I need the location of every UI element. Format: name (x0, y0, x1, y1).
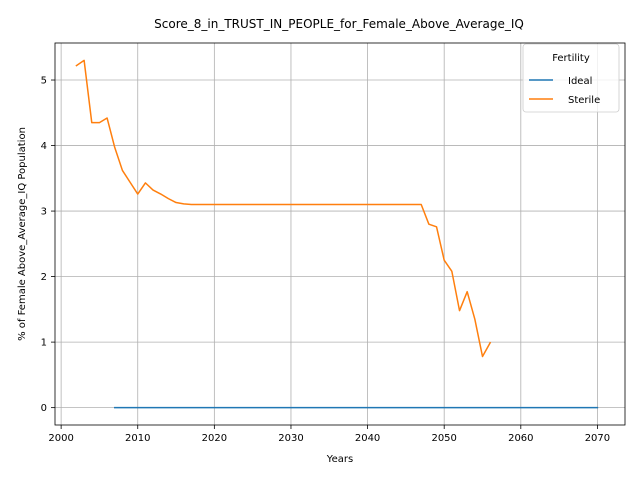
x-tick-label: 2020 (202, 433, 227, 444)
series-lines (75, 59, 599, 409)
y-tick-label: 0 (41, 403, 47, 414)
x-tick-label: 2060 (508, 433, 533, 444)
legend-label-sterile: Sterile (568, 95, 600, 106)
x-tick-label: 2000 (48, 433, 73, 444)
legend-box (522, 43, 620, 113)
x-tick-label: 2010 (125, 433, 150, 444)
x-tick-label: 2030 (278, 433, 303, 444)
x-tick-label: 2070 (585, 433, 610, 444)
x-tick-label: 2040 (355, 433, 380, 444)
y-tick-label: 5 (41, 76, 47, 87)
y-axis-ticks: 0 1 2 3 4 5 (41, 76, 55, 414)
legend-label-ideal: Ideal (568, 76, 592, 87)
y-tick-label: 1 (41, 338, 47, 349)
y-tick-label: 4 (41, 141, 47, 152)
plot-frame (54, 42, 626, 426)
legend-title: Fertility (552, 53, 590, 64)
y-tick-label: 2 (41, 272, 47, 283)
chart-title: Score_8_in_TRUST_IN_PEOPLE_for_Female_Ab… (154, 17, 524, 31)
y-tick-label: 3 (41, 207, 47, 218)
x-axis-ticks: 2000 2010 2020 2030 2040 2050 2060 2070 (48, 425, 610, 444)
x-tick-label: 2050 (431, 433, 456, 444)
x-axis-label: Years (326, 454, 353, 465)
series-line-sterile (75, 59, 492, 358)
y-axis-label: % of Female Above_Average_IQ Population (17, 127, 28, 341)
legend: Fertility Ideal Sterile (522, 43, 620, 113)
